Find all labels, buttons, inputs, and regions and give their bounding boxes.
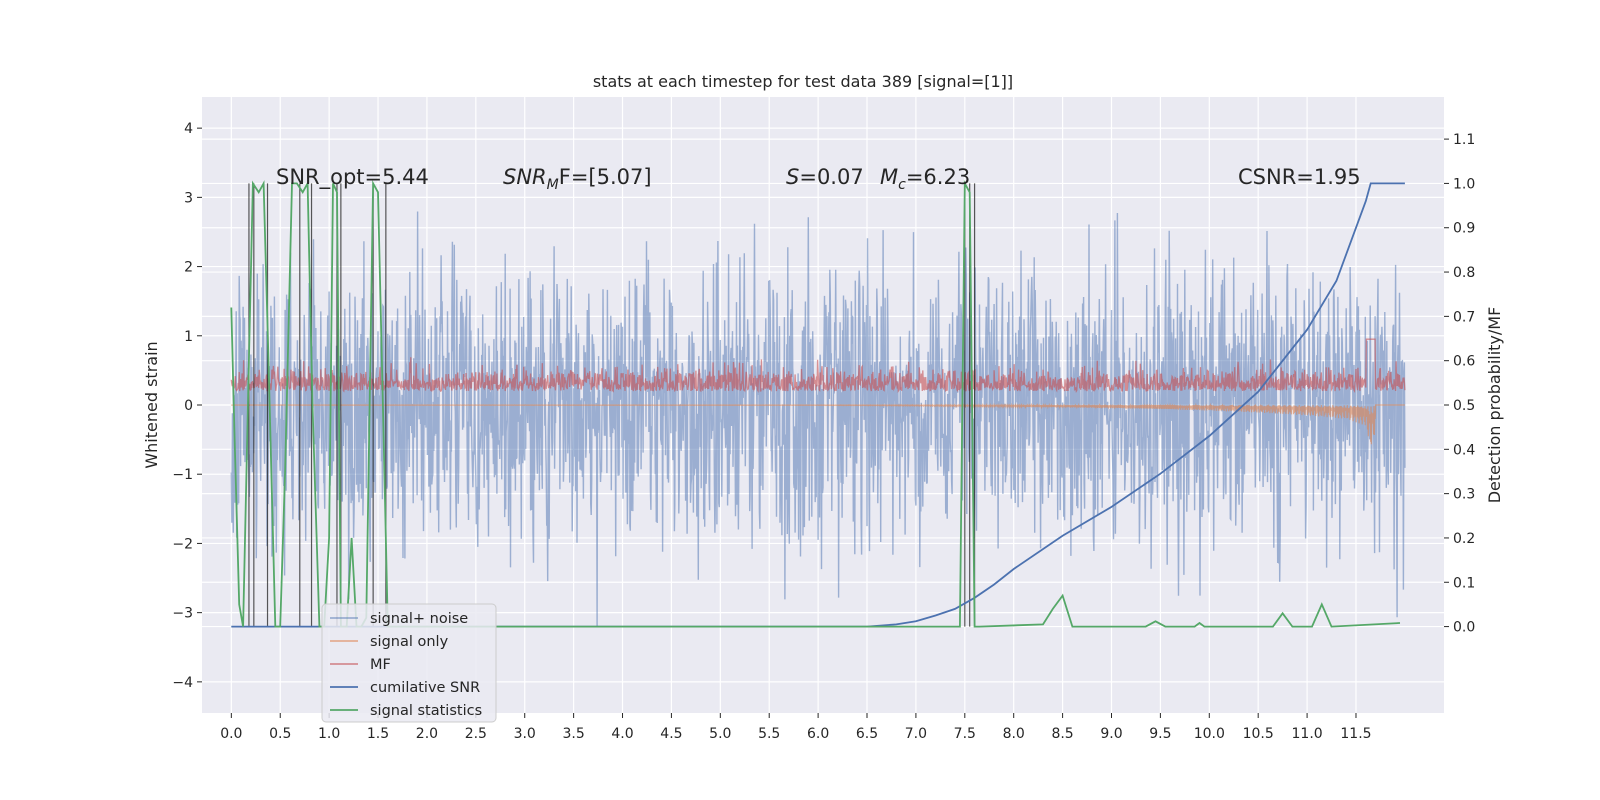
y-tick-label-left: 0 bbox=[184, 398, 193, 414]
y-tick-label-right: 0.5 bbox=[1453, 398, 1475, 414]
y-tick-label-left: −1 bbox=[172, 467, 193, 483]
x-tick-label: 7.5 bbox=[954, 726, 976, 742]
legend-box bbox=[321, 603, 497, 723]
legend-label: signal+ noise bbox=[370, 611, 468, 627]
legend-label: signal only bbox=[370, 634, 449, 650]
annotation-s-label: S bbox=[786, 165, 799, 189]
x-tick-label: 8.5 bbox=[1051, 726, 1073, 742]
annotation-mc-label: M bbox=[880, 165, 898, 189]
x-tick-label: 6.0 bbox=[807, 726, 829, 742]
y-tick-label-right: 0.7 bbox=[1453, 309, 1475, 325]
x-tick-label: 2.0 bbox=[416, 726, 438, 742]
y-tick-label-left: −3 bbox=[172, 606, 193, 622]
x-tick-label: 6.5 bbox=[856, 726, 878, 742]
chart-title: stats at each timestep for test data 389… bbox=[593, 72, 1013, 91]
y-tick-label-left: 3 bbox=[184, 190, 193, 206]
y-tick-label-right: 1.0 bbox=[1453, 176, 1475, 192]
y-tick-label-right: 1.1 bbox=[1453, 132, 1475, 148]
x-tick-label: 10.5 bbox=[1243, 726, 1274, 742]
x-tick-label: 1.0 bbox=[318, 726, 340, 742]
x-tick-label: 5.5 bbox=[758, 726, 780, 742]
y-axis-label-left: Whitened strain bbox=[142, 341, 161, 468]
annotation-mc-value: =6.23 bbox=[906, 165, 970, 189]
y-axis-label-right: Detection probability/MF bbox=[1485, 307, 1504, 504]
x-tick-label: 0.5 bbox=[269, 726, 291, 742]
legend-label: cumilative SNR bbox=[370, 680, 480, 696]
x-tick-label: 3.0 bbox=[514, 726, 536, 742]
y-tick-label-left: 1 bbox=[184, 329, 193, 345]
y-tick-label-right: 0.3 bbox=[1453, 487, 1475, 503]
annotation-s: S=0.07 bbox=[786, 165, 864, 189]
y-tick-label-right: 0.9 bbox=[1453, 221, 1475, 237]
x-tick-label: 8.0 bbox=[1003, 726, 1025, 742]
y-tick-label-left: 4 bbox=[184, 121, 193, 137]
y-tick-label-right: 0.6 bbox=[1453, 354, 1475, 370]
series-cumulative-snr-line bbox=[231, 182, 1405, 628]
x-tick-label: 1.5 bbox=[367, 726, 389, 742]
annotation-snr-mf-value: F=[5.07] bbox=[559, 165, 652, 189]
y-tick-label-left: −2 bbox=[172, 536, 193, 552]
legend-label: signal statistics bbox=[370, 703, 482, 719]
annotation-snr-mf: SNRMF=[5.07] bbox=[503, 165, 652, 193]
x-tick-label: 9.0 bbox=[1100, 726, 1122, 742]
legend-label: MF bbox=[370, 657, 391, 673]
series-signal-only-line bbox=[231, 402, 1405, 445]
annotation-csnr: CSNR=1.95 bbox=[1238, 165, 1361, 189]
x-tick-label: 11.5 bbox=[1340, 726, 1371, 742]
x-tick-label: 9.5 bbox=[1149, 726, 1171, 742]
y-tick-label-right: 0.2 bbox=[1453, 531, 1475, 547]
legend: signal+ noise signal only MF cumilative SNR… bbox=[321, 603, 497, 723]
annotation-snr-opt: SNR_opt=5.44 bbox=[276, 165, 429, 190]
ticks-layer: 0.0 0.5 1.0 1.5 2.0 2.5 3.0 3.5 4.0 4.5 5.0 5.5 6.0 6… bbox=[172, 121, 1475, 742]
x-tick-label: 0.0 bbox=[220, 726, 242, 742]
y-tick-label-right: 0.0 bbox=[1453, 620, 1475, 636]
x-tick-label: 3.5 bbox=[562, 726, 584, 742]
annotation-snr-mf-label: SNR bbox=[503, 165, 547, 189]
x-tick-label: 7.0 bbox=[905, 726, 927, 742]
y-tick-label-left: 2 bbox=[184, 260, 193, 276]
series-mf-line bbox=[230, 338, 1406, 394]
annotation-s-value: =0.07 bbox=[799, 165, 863, 189]
y-tick-label-left: −4 bbox=[172, 675, 193, 691]
y-tick-label-right: 0.4 bbox=[1453, 442, 1475, 458]
y-tick-label-right: 0.8 bbox=[1453, 265, 1475, 281]
x-tick-label: 10.0 bbox=[1194, 726, 1225, 742]
annotation-snr-mf-sub: M bbox=[547, 177, 559, 193]
series-layer bbox=[230, 179, 1406, 628]
x-tick-label: 11.0 bbox=[1292, 726, 1323, 742]
x-tick-label: 2.5 bbox=[465, 726, 487, 742]
y-tick-label-right: 0.1 bbox=[1453, 575, 1475, 591]
x-tick-label: 4.0 bbox=[611, 726, 633, 742]
x-tick-label: 4.5 bbox=[660, 726, 682, 742]
x-tick-label: 5.0 bbox=[709, 726, 731, 742]
annotation-mc-sub: c bbox=[898, 177, 906, 193]
annotation-mc: Mc=6.23 bbox=[880, 165, 970, 193]
